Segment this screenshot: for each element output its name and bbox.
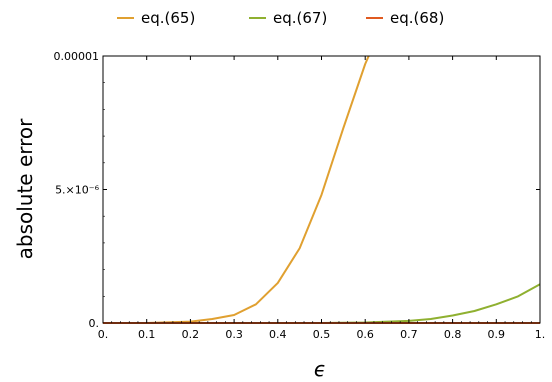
y-tick-label: 0.00001 [54, 50, 100, 63]
x-tick-label: 0. [98, 328, 109, 341]
y-tick-label: 5.×10⁻⁶ [55, 184, 100, 197]
legend-label: eq.(67) [273, 9, 327, 27]
x-axis-label: ϵ [314, 357, 326, 381]
axes: 0. 0.1 0.2 0.3 0.4 0.5 0.6 0.7 0.8 0.9 1. 0. 5.×10⁻⁶… [54, 50, 546, 341]
legend-label: eq.(68) [390, 9, 444, 27]
x-tick-label: 0.8 [444, 328, 462, 341]
y-tick-label: 0. [89, 317, 100, 330]
plot-frame [102, 55, 541, 324]
series-line-1 [103, 55, 370, 324]
plot-area [103, 55, 541, 324]
series-line-2 [103, 283, 541, 324]
x-tick-label: 0.6 [356, 328, 374, 341]
x-tick-label: 0.4 [269, 328, 287, 341]
legend-label: eq.(65) [141, 9, 195, 27]
y-axis-label: absolute error [13, 118, 37, 260]
x-tick-label: 0.7 [400, 328, 418, 341]
x-tick-label: 0.9 [488, 328, 506, 341]
x-tick-label: 0.2 [182, 328, 200, 341]
x-tick-label: 1. [535, 328, 546, 341]
x-tick-label: 0.5 [313, 328, 331, 341]
x-tick-label: 0.1 [138, 328, 156, 341]
x-tick-label: 0.3 [225, 328, 243, 341]
legend: eq.(65) eq.(67) eq.(68) [117, 9, 444, 27]
